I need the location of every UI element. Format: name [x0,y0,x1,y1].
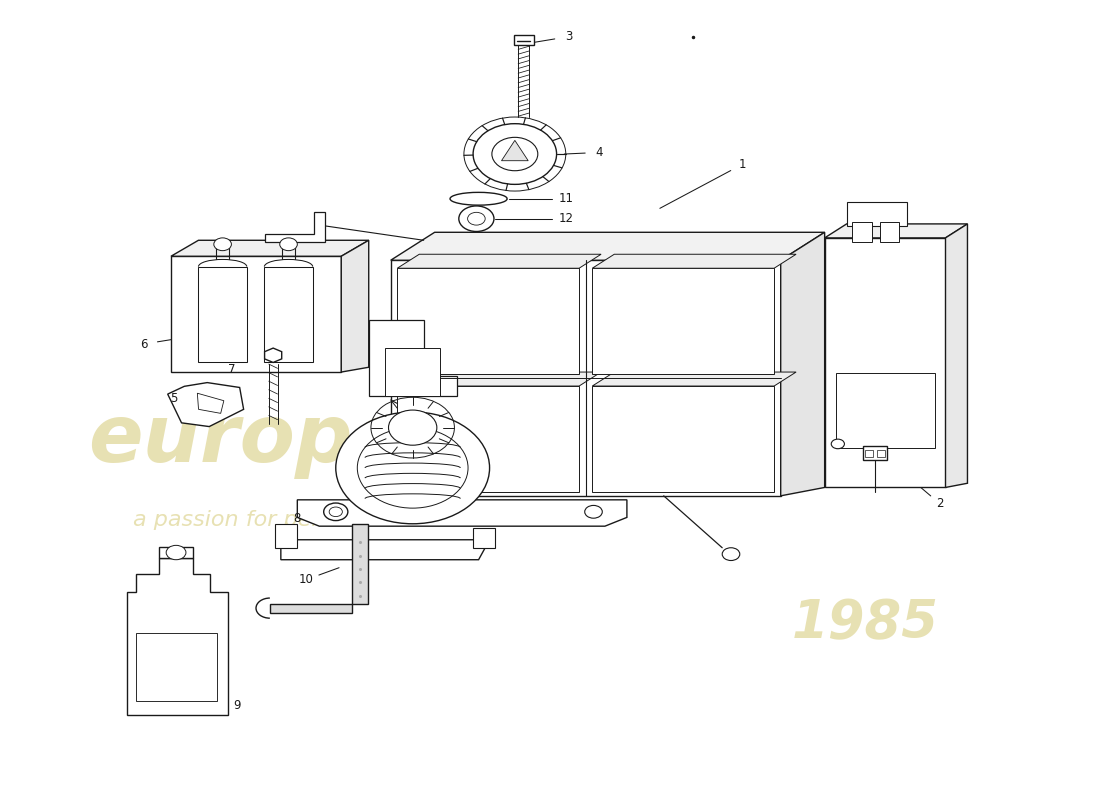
Circle shape [388,410,437,446]
Circle shape [832,439,845,449]
Polygon shape [341,240,368,372]
Polygon shape [275,524,297,548]
Polygon shape [265,211,326,242]
Polygon shape [592,268,774,374]
Text: 12: 12 [559,212,574,226]
Polygon shape [368,320,456,396]
Polygon shape [397,268,579,374]
Text: 5: 5 [170,392,178,405]
Circle shape [213,238,231,250]
Polygon shape [852,222,872,242]
Circle shape [468,212,485,225]
Text: 8: 8 [294,512,301,525]
Polygon shape [514,35,534,46]
Text: 1: 1 [738,158,746,171]
Polygon shape [592,254,796,268]
Polygon shape [390,232,825,260]
Polygon shape [352,524,367,604]
Polygon shape [390,260,781,496]
Text: 1985: 1985 [792,598,938,650]
Polygon shape [197,394,223,414]
Text: 9: 9 [233,698,241,711]
Polygon shape [592,386,774,492]
Text: 3: 3 [565,30,572,43]
Polygon shape [170,256,341,372]
Circle shape [358,428,468,508]
Circle shape [279,238,297,250]
Polygon shape [880,222,900,242]
Polygon shape [502,140,528,161]
Text: 10: 10 [299,573,314,586]
Polygon shape [264,266,312,362]
Polygon shape [167,382,243,426]
Text: 11: 11 [559,192,574,206]
Polygon shape [198,266,246,362]
Text: 2: 2 [936,498,944,510]
Text: europes: europes [89,401,455,479]
Circle shape [723,548,740,561]
Circle shape [585,506,603,518]
Text: 7: 7 [228,363,235,376]
Circle shape [473,124,557,184]
Polygon shape [878,450,886,457]
Polygon shape [836,373,935,447]
Circle shape [492,138,538,170]
Circle shape [336,412,490,524]
Polygon shape [397,254,601,268]
Text: a passion for performance: a passion for performance [132,510,426,530]
Polygon shape [135,633,217,701]
Circle shape [329,507,342,517]
Polygon shape [864,446,888,460]
Polygon shape [473,528,495,548]
Polygon shape [847,202,907,226]
Polygon shape [781,232,825,496]
Polygon shape [170,240,368,256]
Circle shape [459,206,494,231]
Polygon shape [397,372,601,386]
Polygon shape [946,224,968,487]
Polygon shape [126,558,228,715]
Text: 6: 6 [140,338,147,350]
Polygon shape [160,547,192,558]
Circle shape [166,546,186,560]
Polygon shape [866,450,873,457]
Polygon shape [825,238,946,487]
Circle shape [323,503,348,521]
Text: 4: 4 [596,146,603,159]
Polygon shape [265,348,282,362]
Polygon shape [270,604,352,613]
Polygon shape [297,500,627,526]
Polygon shape [385,348,440,396]
Polygon shape [280,540,490,560]
Polygon shape [825,224,968,238]
Polygon shape [397,386,579,492]
Polygon shape [592,372,796,386]
